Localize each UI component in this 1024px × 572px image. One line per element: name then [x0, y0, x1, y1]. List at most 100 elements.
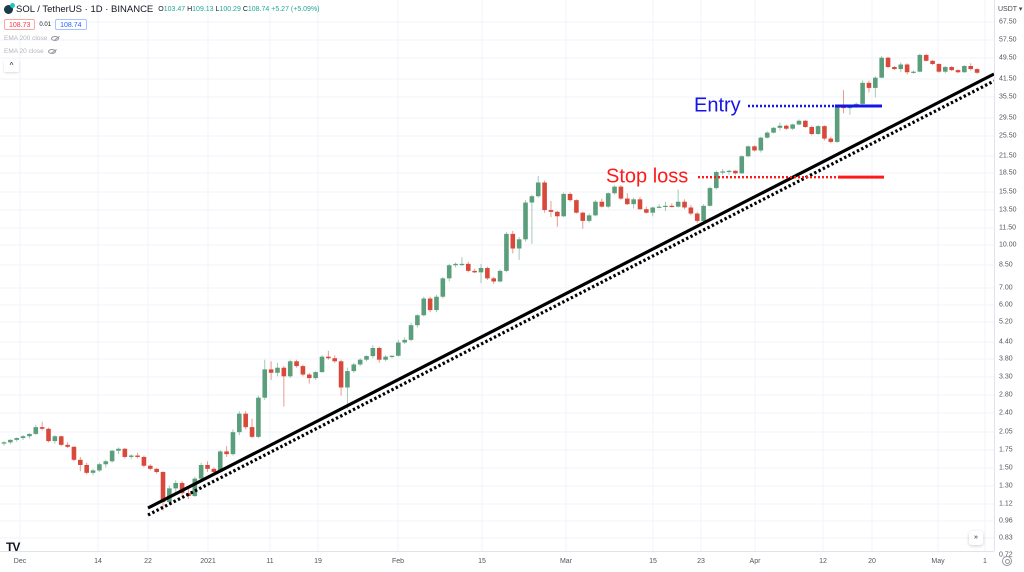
candle-body	[262, 369, 268, 398]
high-value: 109.13	[192, 6, 214, 13]
price-tick-label: 29.50	[999, 114, 1017, 122]
candle-body	[917, 54, 923, 72]
price-tick-label: 35.50	[999, 93, 1017, 101]
entry-annotation: Entry	[694, 94, 741, 117]
price-tick-label: 67.50	[999, 18, 1017, 26]
price-tick-label: 8.50	[999, 261, 1013, 269]
collapse-legend-button[interactable]: ^	[4, 60, 19, 72]
candle-body	[97, 464, 102, 471]
candle-body	[173, 482, 179, 489]
candle-body	[459, 263, 465, 266]
candle-body	[345, 371, 350, 388]
candle-body	[669, 205, 675, 208]
candle-body	[644, 209, 649, 213]
candle-body	[364, 356, 369, 360]
eye-hidden-icon[interactable]	[51, 36, 60, 41]
candle-body	[675, 201, 681, 207]
indicator-label: EMA 20 close	[4, 48, 44, 55]
price-axis[interactable]: USDT ▾ 67.50 57.50 49.50 41.50 35.50 29.50 25.…	[994, 0, 1024, 559]
candle-body	[497, 270, 503, 282]
candle-body	[485, 268, 490, 279]
candle-body	[160, 472, 166, 503]
candle-body	[224, 451, 229, 455]
candle-body	[27, 433, 32, 437]
candle-body	[491, 278, 497, 282]
candle-body	[707, 188, 713, 206]
time-tick-label: 22	[144, 558, 152, 565]
time-tick-label: 15	[478, 558, 486, 565]
candle-body	[217, 451, 223, 473]
spread-value: 0.01	[39, 21, 52, 28]
settings-gear-icon[interactable]	[1002, 556, 1012, 566]
candle-body	[434, 296, 439, 311]
price-tick-label: 1.12	[999, 500, 1013, 508]
candle-body	[90, 470, 96, 473]
indicator-ema20[interactable]: EMA 20 close	[4, 47, 320, 56]
candlestick-chart[interactable]	[0, 0, 994, 551]
indicator-label: EMA 200 close	[4, 35, 48, 42]
candle-body	[745, 146, 751, 157]
candle-body	[408, 325, 414, 340]
candle-body	[892, 67, 897, 70]
symbol-row[interactable]: SOL / TetherUS · 1D · BINANCE O103.47 H1…	[4, 3, 320, 16]
time-tick-label: Mar	[559, 558, 573, 565]
candle-body	[135, 455, 140, 457]
price-tick-label: 1.30	[999, 482, 1013, 490]
candle-body	[179, 482, 185, 494]
symbol-title[interactable]: SOL / TetherUS · 1D · BINANCE	[16, 4, 154, 15]
candle-body	[154, 468, 159, 473]
candle-body	[256, 397, 261, 437]
candle-body	[803, 120, 808, 127]
candle-body	[739, 156, 745, 174]
candle-body	[694, 213, 700, 221]
price-tick-label: 3.30	[999, 373, 1013, 381]
time-axis[interactable]: Dec 14 22 2021 11 19 Feb 15 Mar 15 23 Apr 12 20 May 1	[0, 551, 994, 572]
candle-body	[574, 200, 579, 213]
candle-body	[211, 468, 217, 473]
candle-body	[955, 70, 961, 73]
price-tick-label: 18.50	[999, 169, 1017, 177]
eye-hidden-icon[interactable]	[47, 49, 56, 54]
currency-selector[interactable]: USDT ▾	[998, 6, 1023, 13]
candle-body	[612, 186, 617, 194]
candle-body	[306, 374, 312, 379]
candle-body	[249, 427, 255, 437]
candle-body	[338, 361, 344, 388]
sell-button[interactable]: 108.73	[4, 19, 36, 30]
candle-body	[478, 268, 484, 273]
candle-body	[33, 427, 39, 434]
close-label: C	[242, 6, 248, 13]
tradingview-logo-icon[interactable]: TV	[6, 540, 20, 554]
candle-body	[396, 342, 401, 356]
time-tick-label: 1	[983, 558, 987, 565]
candle-body	[548, 210, 554, 212]
candle-body	[618, 186, 624, 199]
candle-body	[904, 64, 910, 73]
price-tick-label: 57.50	[999, 36, 1017, 44]
candle-body	[822, 126, 827, 139]
candle-body	[764, 132, 770, 138]
indicator-ema200[interactable]: EMA 200 close	[4, 34, 320, 43]
price-tick-label: 6.00	[999, 301, 1013, 309]
candle-body	[593, 201, 598, 216]
candle-body	[52, 436, 58, 442]
candle-body	[860, 82, 865, 104]
price-pane[interactable]: Entry Stop loss	[0, 0, 994, 551]
time-tick-label: 23	[697, 558, 705, 565]
candle-body	[58, 436, 64, 445]
scroll-to-realtime-button[interactable]: »	[969, 531, 983, 545]
candle-body	[141, 456, 147, 466]
candle-body	[962, 65, 967, 73]
candle-body	[78, 459, 83, 465]
time-tick-label: 12	[819, 558, 827, 565]
candle-body	[46, 428, 51, 442]
candle-body	[567, 193, 573, 201]
low-label: L	[215, 6, 220, 13]
price-tick-label: 25.50	[999, 132, 1017, 140]
candle-body	[351, 364, 357, 372]
candle-body	[14, 438, 20, 440]
candle-body	[268, 369, 274, 373]
candle-body	[523, 202, 528, 240]
buy-button[interactable]: 108.74	[55, 19, 87, 30]
